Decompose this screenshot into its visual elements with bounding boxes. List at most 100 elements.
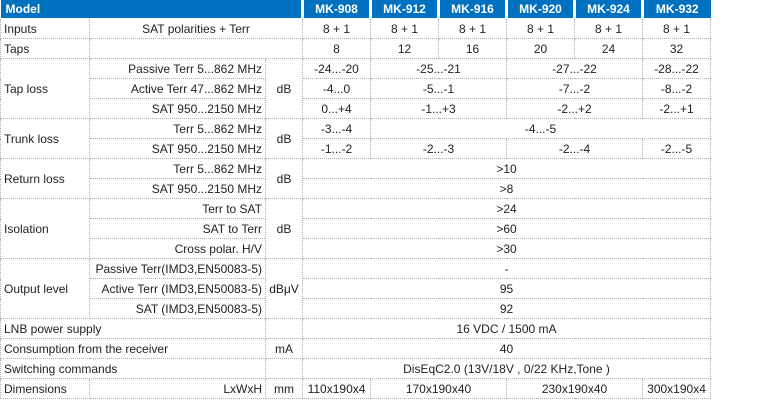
trunk-loss-sat-mk912-916: -2...-3 [370,138,508,159]
output-passive-value: - [302,258,712,279]
isolation-cross-polar-value: >30 [302,238,712,259]
taps-value-mk916: 16 [438,38,508,59]
trunk-loss-sat-mk908: -1...-2 [302,138,372,159]
lnb-power-value: 16 VDC / 1500 mA [302,318,712,339]
model-col-mk-908: MK-908 [301,0,371,19]
consumption-unit: mA [264,338,304,359]
output-active-sublabel: Active Terr (IMD3,EN50083-5) [89,278,266,299]
dimensions-label: Dimensions [0,378,90,399]
isolation-unit: dB [264,198,304,259]
row-tap-loss-active: Active Terr 47...862 MHz -4...0 -5...-1 … [1,78,712,99]
inputs-value-mk912: 8 + 1 [370,18,440,39]
trunk-loss-terr-mk908: -3...-4 [302,118,372,139]
output-sat-value: 92 [302,298,712,319]
empty-cell [88,38,304,59]
tap-loss-sat-mk920-924: -2...+2 [506,98,644,119]
consumption-value: 40 [302,338,712,359]
tap-loss-sat-mk932: -2...+1 [642,98,712,119]
inputs-value-mk916: 8 + 1 [438,18,508,39]
row-isolation-terr-sat: Isolation Terr to SAT dB >24 [0,198,712,259]
inputs-value-mk920: 8 + 1 [506,18,576,39]
tap-loss-passive-mk920-924: -27...-22 [506,58,644,79]
row-isolation-cross-polar: Cross polar. H/V >30 [1,238,712,259]
return-loss-label: Return loss [0,158,90,199]
tap-loss-passive-mk908: -24...-20 [302,58,372,79]
switching-label: Switching commands [0,358,266,379]
inputs-value-mk908: 8 + 1 [302,18,372,39]
inputs-value-mk924: 8 + 1 [574,18,644,39]
row-trunk-loss-terr: Trunk loss Terr 5...862 MHz dB -3...-4 -… [0,118,712,159]
header-row: Model MK-908 MK-912 MK-916 MK-920 MK-924… [0,0,711,19]
tap-loss-unit: dB [264,58,304,119]
output-active-value: 95 [302,278,712,299]
row-consumption: Consumption from the receiver mA 40 [0,338,712,359]
taps-label: Taps [0,38,90,59]
switching-value: DisEqC2.0 (13V/18V , 0/22 KHz,Tone ) [302,358,712,379]
row-trunk-loss-sat: SAT 950...2150 MHz -1...-2 -2...-3 -2...… [1,138,712,159]
return-loss-terr-value: >10 [302,158,712,179]
tap-loss-active-sublabel: Active Terr 47...862 MHz [89,78,266,99]
trunk-loss-sat-sublabel: SAT 950...2150 MHz [89,138,266,159]
trunk-loss-unit: dB [264,118,304,159]
model-col-mk-916: MK-916 [437,0,507,19]
row-return-loss-sat: SAT 950...2150 MHz >8 [1,178,712,199]
row-output-passive: Output level Passive Terr(IMD3,EN50083-5… [0,258,712,319]
empty-cell [264,318,304,339]
consumption-label: Consumption from the receiver [0,338,266,359]
tap-loss-active-mk920-924: -7...-2 [506,78,644,99]
output-level-unit: dBμV [264,258,304,319]
taps-value-mk932: 32 [642,38,712,59]
row-tap-loss-passive: Tap loss Passive Terr 5...862 MHz dB -24… [0,58,712,119]
dimensions-mk908: 110x190x4 [302,378,372,399]
dimensions-mk932: 300x190x4 [642,378,712,399]
tap-loss-passive-mk912-916: -25...-21 [370,58,508,79]
isolation-sat-terr-sublabel: SAT to Terr [89,218,266,239]
taps-value-mk924: 24 [574,38,644,59]
row-inputs: Inputs SAT polarities + Terr 8 + 1 8 + 1… [0,18,712,39]
taps-value-mk908: 8 [302,38,372,59]
dimensions-sublabel: LxWxH [89,378,266,399]
inputs-sublabel: SAT polarities + Terr [88,18,304,39]
model-col-mk-912: MK-912 [369,0,439,19]
empty-cell [264,358,304,379]
row-lnb-power: LNB power supply 16 VDC / 1500 mA [0,318,712,339]
model-col-mk-920: MK-920 [505,0,575,19]
isolation-terr-sat-sublabel: Terr to SAT [89,198,266,219]
tap-loss-sat-mk912-916: -1...+3 [370,98,508,119]
isolation-cross-polar-sublabel: Cross polar. H/V [89,238,266,259]
tap-loss-active-mk912-916: -5...-1 [370,78,508,99]
tap-loss-active-mk932: -8...-2 [642,78,712,99]
dimensions-mk920-924: 230x190x40 [506,378,644,399]
return-loss-sat-value: >8 [302,178,712,199]
dimensions-mk912-916: 170x190x40 [370,378,508,399]
row-output-active: Active Terr (IMD3,EN50083-5) 95 [1,278,712,299]
return-loss-terr-sublabel: Terr 5...862 MHz [89,158,266,179]
isolation-sat-terr-value: >60 [302,218,712,239]
trunk-loss-sat-mk932: -2...-5 [642,138,712,159]
return-loss-sat-sublabel: SAT 950...2150 MHz [89,178,266,199]
trunk-loss-sat-mk920-924: -2...-4 [506,138,644,159]
model-col-mk-924: MK-924 [573,0,643,19]
tap-loss-passive-mk932: -28...-22 [642,58,712,79]
multiswitch-spec-table: Model MK-908 MK-912 MK-916 MK-920 MK-924… [0,0,712,399]
taps-value-mk912: 12 [370,38,440,59]
taps-value-mk920: 20 [506,38,576,59]
model-col-mk-932: MK-932 [641,0,711,19]
trunk-loss-label: Trunk loss [0,118,90,159]
isolation-label: Isolation [0,198,90,259]
output-sat-sublabel: SAT (IMD3,EN50083-5) [89,298,266,319]
trunk-loss-terr-sublabel: Terr 5...862 MHz [89,118,266,139]
row-isolation-sat-terr: SAT to Terr >60 [1,218,712,239]
tap-loss-active-mk908: -4...0 [302,78,372,99]
row-return-loss-terr: Return loss Terr 5...862 MHz dB >10 [0,158,712,199]
inputs-value-mk932: 8 + 1 [642,18,712,39]
row-output-sat: SAT (IMD3,EN50083-5) 92 [1,298,712,319]
lnb-power-label: LNB power supply [0,318,266,339]
dimensions-unit: mm [264,378,304,399]
row-dimensions: Dimensions LxWxH mm 110x190x4 170x190x40… [0,378,712,399]
model-header-label: Model [0,0,303,19]
row-taps: Taps 8 12 16 20 24 32 [0,38,712,59]
row-tap-loss-sat: SAT 950...2150 MHz 0...+4 -1...+3 -2...+… [1,98,712,119]
row-switching: Switching commands DisEqC2.0 (13V/18V , … [0,358,712,379]
